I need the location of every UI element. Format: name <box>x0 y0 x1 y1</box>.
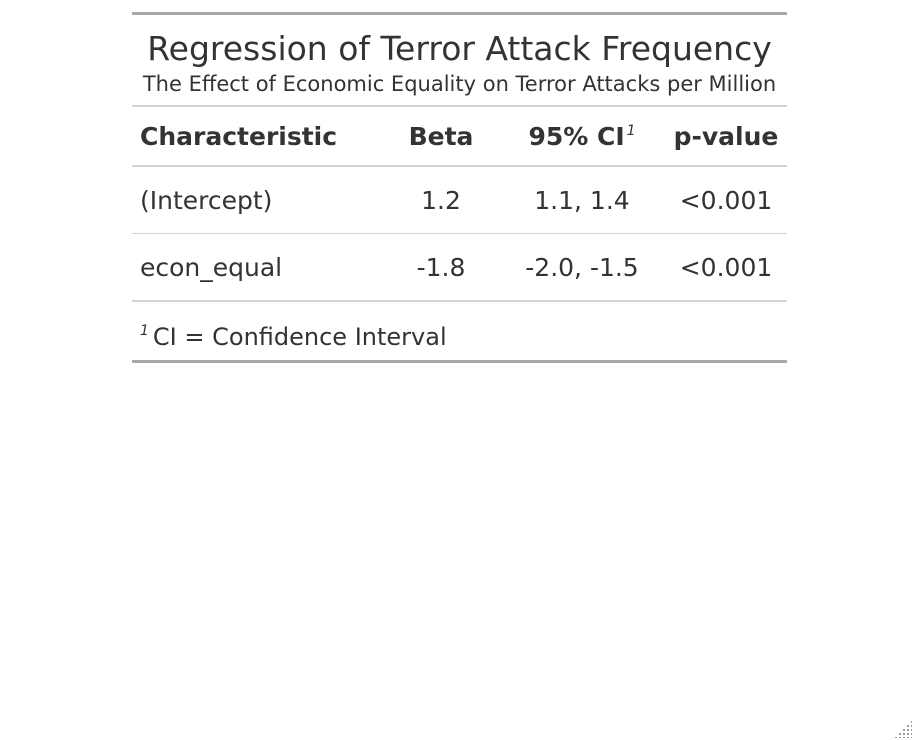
header-p-value-label: p-value <box>673 121 779 151</box>
header-characteristic: Characteristic <box>132 107 383 167</box>
table-row: econ_equal -1.8 -2.0, -1.5 <0.001 <box>132 233 787 300</box>
header-ci-footnote-mark: 1 <box>626 122 636 139</box>
cell-p-value: <0.001 <box>679 185 773 215</box>
cell-characteristic: (Intercept) <box>140 185 273 215</box>
header-ci: 95% CI 1 <box>499 107 665 167</box>
cell-beta: 1.2 <box>421 185 461 215</box>
header-row: Characteristic Beta 95% CI 1 p-value <box>132 107 787 167</box>
table-subtitle: The Effect of Economic Equality on Terro… <box>132 69 787 107</box>
cell-ci: 1.1, 1.4 <box>534 185 630 215</box>
resize-grip-icon[interactable] <box>894 720 912 738</box>
footnote-mark: 1 <box>140 323 149 339</box>
table-footnote: 1 CI = Confidence Interval <box>132 300 787 360</box>
header-characteristic-label: Characteristic <box>140 121 338 151</box>
cell-characteristic: econ_equal <box>132 233 383 300</box>
cell-beta: -1.8 <box>383 233 499 300</box>
table-title: Regression of Terror Attack Frequency <box>147 29 772 68</box>
regression-table: Regression of Terror Attack Frequency Th… <box>132 12 787 363</box>
table-row: (Intercept) 1.2 1.1, 1.4 <0.001 <box>132 166 787 234</box>
results-table: Characteristic Beta 95% CI 1 p-value (Int… <box>132 107 787 300</box>
cell-ci: -2.0, -1.5 <box>499 233 665 300</box>
header-beta-label: Beta <box>408 121 474 151</box>
header-p-value: p-value <box>665 107 787 167</box>
footnote-text: CI = Confidence Interval <box>152 323 447 351</box>
header-beta: Beta <box>383 107 499 167</box>
cell-p-value: <0.001 <box>665 233 787 300</box>
header-ci-label: 95% CI <box>528 121 625 151</box>
